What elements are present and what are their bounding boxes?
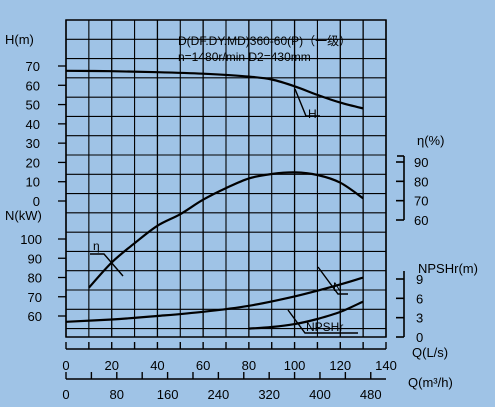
chart-title: D(DF.DY.MD)360-60(P)（一级） xyxy=(178,34,351,48)
label-NPSHr-text: NPSHr xyxy=(306,320,343,334)
head-tick-label: 50 xyxy=(26,98,40,113)
axis-marks xyxy=(58,65,405,380)
label-H: H xyxy=(294,88,320,121)
power-axis-title: N(kW) xyxy=(5,208,42,223)
flow-ls-tick-label: 60 xyxy=(196,358,210,373)
npshr-axis-title: NPSHr(m) xyxy=(418,261,478,276)
npshr-tick-label: 0 xyxy=(416,330,423,345)
curve-η xyxy=(88,171,364,289)
power-tick-label: 80 xyxy=(28,271,42,286)
label-N: N xyxy=(317,266,348,295)
curves xyxy=(65,69,364,330)
head-tick-label: 10 xyxy=(26,175,40,190)
flow-m3h-tick-label: 240 xyxy=(208,387,230,402)
flow-ls-tick-label: 100 xyxy=(284,358,306,373)
label-H-text: H xyxy=(308,107,317,121)
label-eta: η xyxy=(90,239,124,277)
label-N-leader xyxy=(317,266,348,295)
efficiency-axis-title: η(%) xyxy=(417,133,444,148)
flow-m3h-axis-title: Q(m³/h) xyxy=(408,375,453,390)
flow-ls-tick-label: 80 xyxy=(242,358,256,373)
head-tick-label: 30 xyxy=(26,136,40,151)
power-tick-label: 100 xyxy=(20,232,42,247)
npshr-tick-label: 6 xyxy=(416,291,423,306)
flow-ls-tick-label: 0 xyxy=(62,358,69,373)
label-NPSHr: NPSHr xyxy=(287,309,358,334)
plot-frame xyxy=(65,19,387,338)
head-tick-label: 70 xyxy=(26,59,40,74)
label-NPSHr-leader xyxy=(287,309,358,334)
npshr-tick-label: 3 xyxy=(416,311,423,326)
label-H-leader xyxy=(294,88,320,117)
chart-subtitle: n=1480r/min D2=430mm xyxy=(178,50,311,64)
head-axis-title: H(m) xyxy=(5,32,34,47)
power-tick-label: 90 xyxy=(28,251,42,266)
label-eta-leader xyxy=(90,253,124,277)
curve-N xyxy=(65,276,364,323)
label-eta-text: η xyxy=(93,239,100,253)
flow-ls-tick-label: 140 xyxy=(375,358,397,373)
efficiency-tick-label: 70 xyxy=(414,194,428,209)
head-tick-label: 40 xyxy=(26,117,40,132)
head-tick-label: 20 xyxy=(26,155,40,170)
npshr-tick-label: 9 xyxy=(416,272,423,287)
flow-m3h-tick-label: 80 xyxy=(110,387,124,402)
curve-H xyxy=(65,69,364,110)
flow-ls-axis-title: Q(L/s) xyxy=(412,345,448,360)
efficiency-tick-label: 90 xyxy=(414,155,428,170)
label-N-text: N xyxy=(333,280,342,294)
grid xyxy=(65,19,387,338)
flow-ls-tick-label: 120 xyxy=(329,358,351,373)
power-tick-label: 70 xyxy=(28,290,42,305)
flow-m3h-tick-label: 0 xyxy=(62,387,69,402)
power-tick-label: 60 xyxy=(28,309,42,324)
flow-ls-tick-label: 20 xyxy=(104,358,118,373)
flow-m3h-tick-label: 320 xyxy=(258,387,280,402)
head-tick-label: 60 xyxy=(26,78,40,93)
curve-NPSHr xyxy=(248,300,364,330)
flow-m3h-tick-label: 160 xyxy=(157,387,179,402)
efficiency-tick-label: 80 xyxy=(414,174,428,189)
head-tick-label: 0 xyxy=(33,194,40,209)
flow-m3h-tick-label: 400 xyxy=(309,387,331,402)
flow-m3h-tick-label: 480 xyxy=(360,387,382,402)
efficiency-tick-label: 60 xyxy=(414,213,428,228)
flow-ls-tick-label: 40 xyxy=(150,358,164,373)
